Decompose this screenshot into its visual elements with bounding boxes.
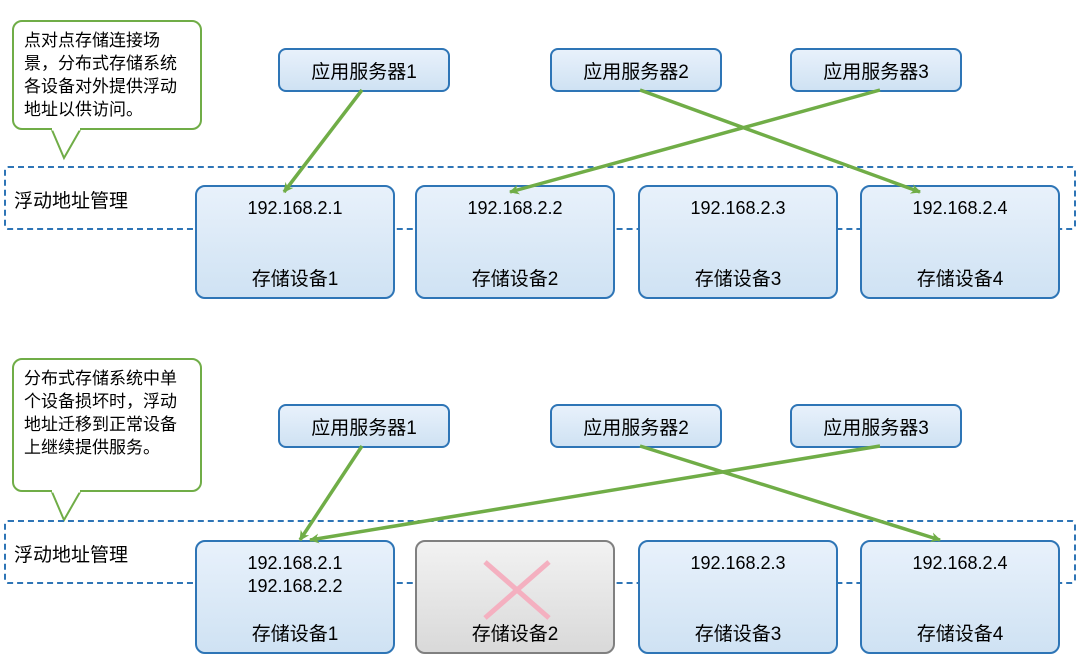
- storage-label: 存储设备2: [417, 619, 613, 646]
- callout-scenario1: 点对点存储连接场景，分布式存储系统各设备对外提供浮动地址以供访问。: [12, 20, 202, 130]
- server-1b: 应用服务器2: [550, 48, 722, 92]
- storage-2-1: 192.168.2.1 192.168.2.2 存储设备1: [195, 540, 395, 654]
- storage-ip: 192.168.2.4: [862, 187, 1058, 220]
- callout-text: 分布式存储系统中单个设备损坏时，浮动地址迁移到正常设备上继续提供服务。: [24, 369, 177, 457]
- server-1c: 应用服务器3: [790, 48, 962, 92]
- storage-ip: 192.168.2.3: [640, 542, 836, 575]
- server-label: 应用服务器1: [311, 413, 417, 440]
- mgr-label-2: 浮动地址管理: [14, 540, 128, 567]
- server-label: 应用服务器3: [823, 413, 929, 440]
- storage-1-3: 192.168.2.3 存储设备3: [638, 185, 838, 299]
- server-2c: 应用服务器3: [790, 404, 962, 448]
- storage-label: 存储设备2: [417, 264, 613, 291]
- storage-2-4: 192.168.2.4 存储设备4: [860, 540, 1060, 654]
- storage-ip: 192.168.2.3: [640, 187, 836, 220]
- server-label: 应用服务器3: [823, 57, 929, 84]
- x-icon: [479, 556, 555, 624]
- storage-label: 存储设备1: [197, 264, 393, 291]
- server-2b: 应用服务器2: [550, 404, 722, 448]
- server-label: 应用服务器1: [311, 57, 417, 84]
- storage-1-2: 192.168.2.2 存储设备2: [415, 185, 615, 299]
- callout-text: 点对点存储连接场景，分布式存储系统各设备对外提供浮动地址以供访问。: [24, 31, 177, 119]
- callout-tail-1: [50, 128, 90, 164]
- storage-label: 存储设备3: [640, 264, 836, 291]
- storage-label: 存储设备1: [197, 619, 393, 646]
- storage-2-3: 192.168.2.3 存储设备3: [638, 540, 838, 654]
- diagram-canvas: 点对点存储连接场景，分布式存储系统各设备对外提供浮动地址以供访问。 应用服务器1…: [0, 0, 1080, 662]
- server-label: 应用服务器2: [583, 413, 689, 440]
- server-label: 应用服务器2: [583, 57, 689, 84]
- storage-label: 存储设备4: [862, 619, 1058, 646]
- server-2a: 应用服务器1: [278, 404, 450, 448]
- storage-ip: 192.168.2.1 192.168.2.2: [197, 542, 393, 597]
- storage-ip: 192.168.2.1: [197, 187, 393, 220]
- mgr-label-1: 浮动地址管理: [14, 186, 128, 213]
- storage-1-1: 192.168.2.1 存储设备1: [195, 185, 395, 299]
- server-1a: 应用服务器1: [278, 48, 450, 92]
- storage-ip: 192.168.2.2: [417, 187, 613, 220]
- callout-scenario2: 分布式存储系统中单个设备损坏时，浮动地址迁移到正常设备上继续提供服务。: [12, 358, 202, 492]
- storage-2-2-failed: 存储设备2: [415, 540, 615, 654]
- storage-ip: 192.168.2.4: [862, 542, 1058, 575]
- storage-1-4: 192.168.2.4 存储设备4: [860, 185, 1060, 299]
- storage-label: 存储设备4: [862, 264, 1058, 291]
- storage-label: 存储设备3: [640, 619, 836, 646]
